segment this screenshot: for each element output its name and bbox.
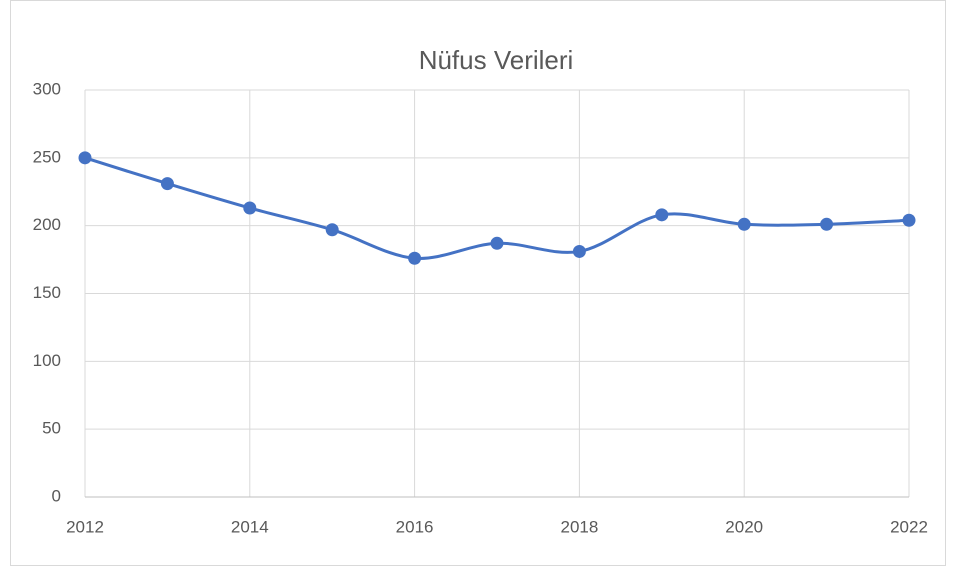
x-tick-label: 2020 [725, 517, 763, 536]
chart-border [10, 0, 946, 566]
marker [902, 213, 916, 227]
marker [408, 251, 422, 265]
y-tick-label: 50 [42, 419, 61, 438]
marker [243, 201, 257, 215]
y-tick-label: 0 [52, 486, 61, 505]
x-tick-label: 2012 [66, 517, 104, 536]
marker [655, 208, 669, 222]
marker [78, 151, 92, 165]
y-tick-label: 300 [33, 79, 61, 98]
marker [572, 244, 586, 258]
y-tick-label: 100 [33, 351, 61, 370]
marker [490, 236, 504, 250]
marker [325, 223, 339, 237]
x-tick-label: 2022 [890, 517, 928, 536]
y-tick-label: 150 [33, 283, 61, 302]
y-tick-label: 200 [33, 215, 61, 234]
x-tick-label: 2018 [560, 517, 598, 536]
y-tick-label: 250 [33, 147, 61, 166]
x-tick-label: 2016 [396, 517, 434, 536]
chart-title: Nüfus Verileri [419, 45, 574, 75]
marker [820, 217, 834, 231]
x-tick-label: 2014 [231, 517, 269, 536]
marker [737, 217, 751, 231]
marker [160, 177, 174, 191]
